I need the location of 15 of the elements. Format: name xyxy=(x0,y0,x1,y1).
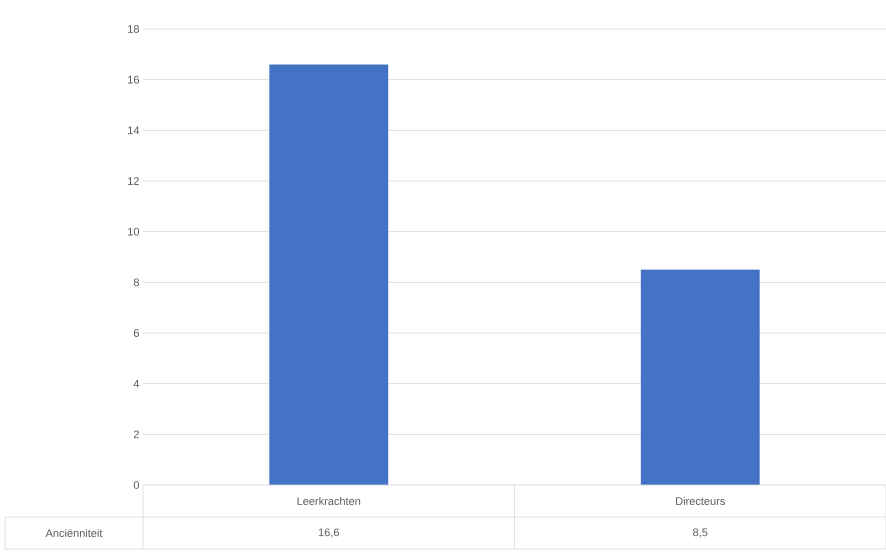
y-tick-label: 2 xyxy=(134,430,139,438)
x-tick-label: Leerkrachten xyxy=(298,496,360,506)
y-tick-label: 14 xyxy=(128,126,140,134)
y-tick-label: 12 xyxy=(128,177,139,185)
y-tick-label: 0 xyxy=(134,481,140,489)
y-tick-label: 18 xyxy=(128,25,139,33)
x-tick-label: Directeurs xyxy=(676,496,725,506)
y-tick-label: 16 xyxy=(128,76,139,84)
y-tick-label: 6 xyxy=(134,329,139,337)
y-tick-label: 8 xyxy=(134,278,139,286)
text: Anciënniteit xyxy=(46,528,102,538)
y-tick-label: 4 xyxy=(134,380,140,388)
y-tick-label: 10 xyxy=(128,228,140,236)
data-label: 16,6 xyxy=(318,528,339,538)
data-label: 8,5 xyxy=(693,528,708,538)
